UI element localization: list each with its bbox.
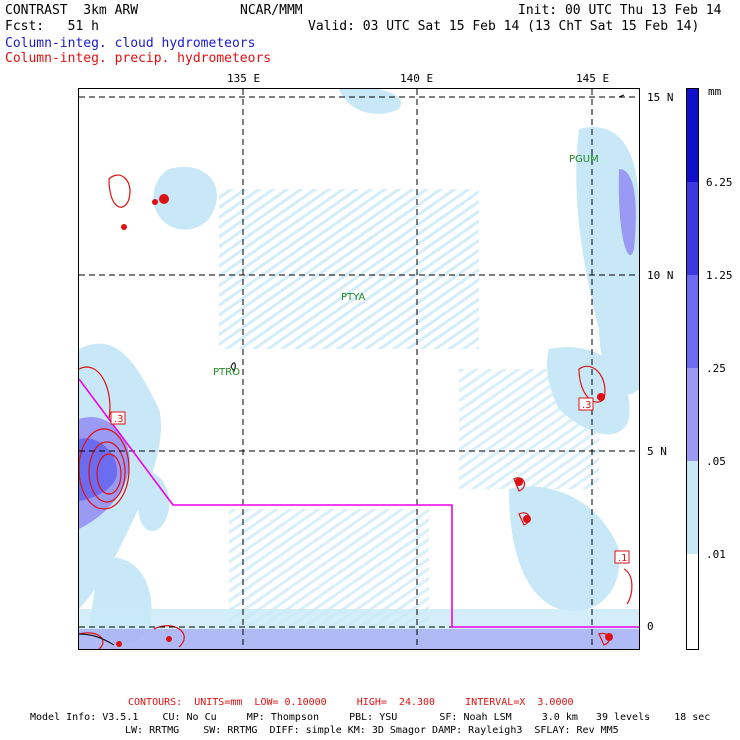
map-panel: PGUM PTYA PTRO .3 .3 .1	[78, 88, 640, 650]
svg-text:.3: .3	[582, 400, 592, 411]
valid-time: Valid: 03 UTC Sat 15 Feb 14 (13 ChT Sat …	[308, 19, 700, 34]
svg-text:.1: .1	[618, 553, 628, 564]
init-time: Init: 00 UTC Thu 13 Feb 14	[518, 3, 722, 18]
colorbar-label-0-05: .05	[706, 455, 726, 468]
forecast-hour: Fcst: 51 h	[5, 19, 99, 34]
model-info-line2: LW: RRTMG SW: RRTMG DIFF: simple KM: 3D …	[125, 725, 619, 736]
colorbar-label-1-25: 1.25	[706, 269, 733, 282]
legend-cloud-hydrometeors: Column-integ. cloud hydrometeors	[5, 36, 256, 51]
lon-tick-135e: 135 E	[227, 72, 261, 85]
precip-contours	[79, 174, 633, 649]
colorbar-label-0-25: .25	[706, 362, 726, 375]
lat-tick-10n: 10 N	[647, 269, 674, 282]
colorbar-band-1	[687, 89, 698, 182]
domain-boundary	[79, 378, 639, 628]
lat-tick-15n: 15 N	[647, 91, 674, 104]
coastlines	[79, 94, 625, 646]
station-ptya: PTYA	[341, 292, 365, 303]
contour-label-3: .1	[614, 550, 630, 564]
station-pgum: PGUM	[569, 154, 599, 165]
colorbar-band-5	[687, 461, 698, 554]
lon-tick-140e: 140 E	[400, 72, 434, 85]
model-info-line1: Model Info: V3.5.1 CU: No Cu MP: Thompso…	[30, 712, 711, 723]
colorbar-band-6	[687, 554, 698, 649]
model-title: CONTRAST 3km ARW	[5, 3, 139, 18]
precip-cores	[116, 194, 613, 647]
map-canvas: PGUM PTYA PTRO .3 .3 .1	[79, 89, 639, 649]
lat-tick-0: 0	[647, 620, 654, 633]
colorbar-band-3	[687, 275, 698, 368]
contours-info: CONTOURS: UNITS=mm LOW= 0.10000 HIGH= 24…	[128, 697, 574, 708]
station-ptro: PTRO	[213, 367, 240, 378]
colorbar-band-4	[687, 368, 698, 461]
contour-label-1: .3	[110, 411, 126, 425]
lat-lon-grid	[79, 89, 639, 649]
colorbar-units: mm	[708, 85, 722, 98]
lon-tick-145e: 145 E	[576, 72, 610, 85]
legend-precip-hydrometeors: Column-integ. precip. hydrometeors	[5, 51, 272, 66]
colorbar-label-6-25: 6.25	[706, 176, 733, 189]
colorbar-band-2	[687, 182, 698, 275]
contour-label-2: .3	[578, 397, 594, 411]
colorbar	[686, 88, 699, 650]
organization-label: NCAR/MMM	[240, 3, 303, 18]
svg-text:.3: .3	[114, 414, 124, 425]
colorbar-label-0-01: .01	[706, 548, 726, 561]
cloud-field	[79, 89, 639, 649]
lat-tick-5n: 5 N	[647, 445, 667, 458]
